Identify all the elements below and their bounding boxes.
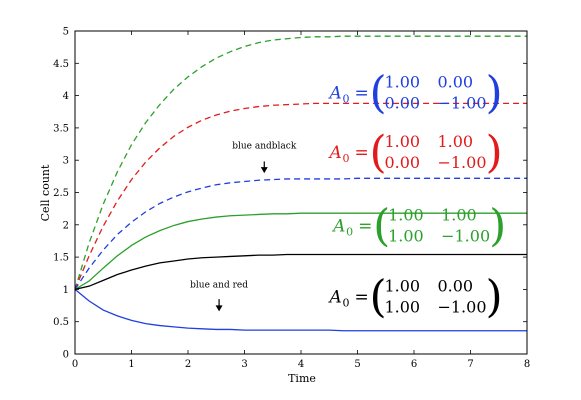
x-tick-label: 6 (411, 359, 417, 370)
y-axis-label: Cell count (39, 164, 52, 221)
matrix-cell: 0.00 (384, 93, 420, 112)
axes-layer: 0 1 2 3 4 5 6 7 8 0 0.5 1 1.5 2 2.5 3 3.5 4 4.5 5 (53, 27, 530, 371)
matrix-cell: −1.00 (437, 298, 486, 317)
y-tick-label: 4.5 (53, 59, 69, 70)
matrix-cell: 0.00 (437, 72, 473, 91)
matrix-symbol: A (327, 288, 341, 308)
matrix-cell: 1.00 (441, 205, 477, 224)
matrix-label-3: A 0 =() 1.00 1.00 1.00 −1.00 (331, 200, 506, 251)
matrix-label-2: A 0 =() 1.00 1.00 0.00 −1.00 (327, 127, 502, 178)
matrix-cell: −1.00 (441, 226, 490, 245)
y-tick-label: 3.5 (53, 123, 69, 134)
y-tick-label: 1.5 (53, 253, 69, 264)
matrix-left-paren: ( (373, 200, 390, 251)
matrix-equals: = (354, 83, 368, 103)
matrix-left-paren: ( (369, 127, 386, 178)
series-line-2 (74, 102, 527, 290)
matrix-right-paren: ) (485, 67, 502, 118)
matrix-symbol: A (331, 216, 345, 236)
matrix-cell: 0.00 (384, 153, 420, 172)
y-tick-label: 0.5 (53, 317, 69, 328)
matrix-cell: 1.00 (384, 277, 420, 296)
matrix-label-4: A 0 =() 1.00 0.00 1.00 −1.00 (327, 272, 502, 323)
matrix-right-paren: ) (485, 272, 502, 323)
matrix-cell: 1.00 (388, 226, 424, 245)
matrix-subscript: 0 (346, 225, 353, 238)
x-tick-label: 2 (185, 359, 191, 370)
matrix-equals: = (358, 216, 372, 236)
matrix-subscript: 0 (342, 152, 349, 165)
matrix-left-paren: ( (369, 272, 386, 323)
annotation-arrow-head (215, 305, 223, 312)
annotation-layer: blue andblack blue and red (190, 142, 297, 312)
matrix-cell: 1.00 (384, 298, 420, 317)
annotation-label-2: blue and red (190, 280, 248, 290)
matrix-symbol: A (327, 143, 341, 163)
matrix-right-paren: ) (485, 127, 502, 178)
matrix-right-paren: ) (489, 200, 506, 251)
matrix-symbol: A (327, 83, 341, 103)
matrix-label-1: A 0 =() 1.00 0.00 0.00 −1.00 (327, 67, 502, 118)
matrix-subscript: 0 (342, 92, 349, 105)
x-tick-label: 1 (128, 359, 134, 370)
annotation-arrow-head (260, 167, 268, 174)
y-tick-label: 5 (63, 27, 69, 38)
series-layer (74, 35, 527, 332)
series-line-6 (74, 288, 527, 332)
annotation-label-1: blue andblack (232, 142, 297, 152)
x-tick-label: 5 (354, 359, 360, 370)
matrix-cell: 1.00 (384, 72, 420, 91)
x-tick-label: 0 (72, 359, 78, 370)
x-tick-label: 4 (298, 359, 304, 370)
matrix-left-paren: ( (369, 67, 386, 118)
y-tick-label: 2.5 (53, 188, 69, 199)
series-line-5 (74, 253, 527, 291)
x-tick-label: 3 (241, 359, 247, 370)
y-tick-label: 2 (63, 220, 69, 231)
x-tick-label: 7 (467, 359, 473, 370)
x-tick-label: 8 (524, 359, 530, 370)
series-line-3 (74, 177, 527, 290)
x-axis-label: Time (288, 372, 316, 385)
matrix-layer: A 0 =()1.00 0.000.00 −1.00A 0 =()1.00 1.000.00−… (327, 67, 506, 322)
matrix-equals: = (354, 143, 368, 163)
y-tick-label: 1 (63, 285, 69, 296)
y-tick-label: 0 (63, 350, 69, 361)
matrix-cell: 1.00 (384, 132, 420, 151)
matrix-cell: 0.00 (437, 277, 473, 296)
matrix-cell: −1.00 (437, 93, 486, 112)
matrix-cell: 1.00 (388, 205, 424, 224)
matrix-cell: 1.00 (437, 132, 473, 151)
series-line-4 (74, 212, 527, 290)
y-tick-label: 3 (63, 156, 69, 167)
matrix-subscript: 0 (342, 297, 349, 310)
matrix-equals: = (354, 288, 368, 308)
y-tick-label: 4 (63, 91, 69, 102)
matrix-cell: −1.00 (437, 153, 486, 172)
